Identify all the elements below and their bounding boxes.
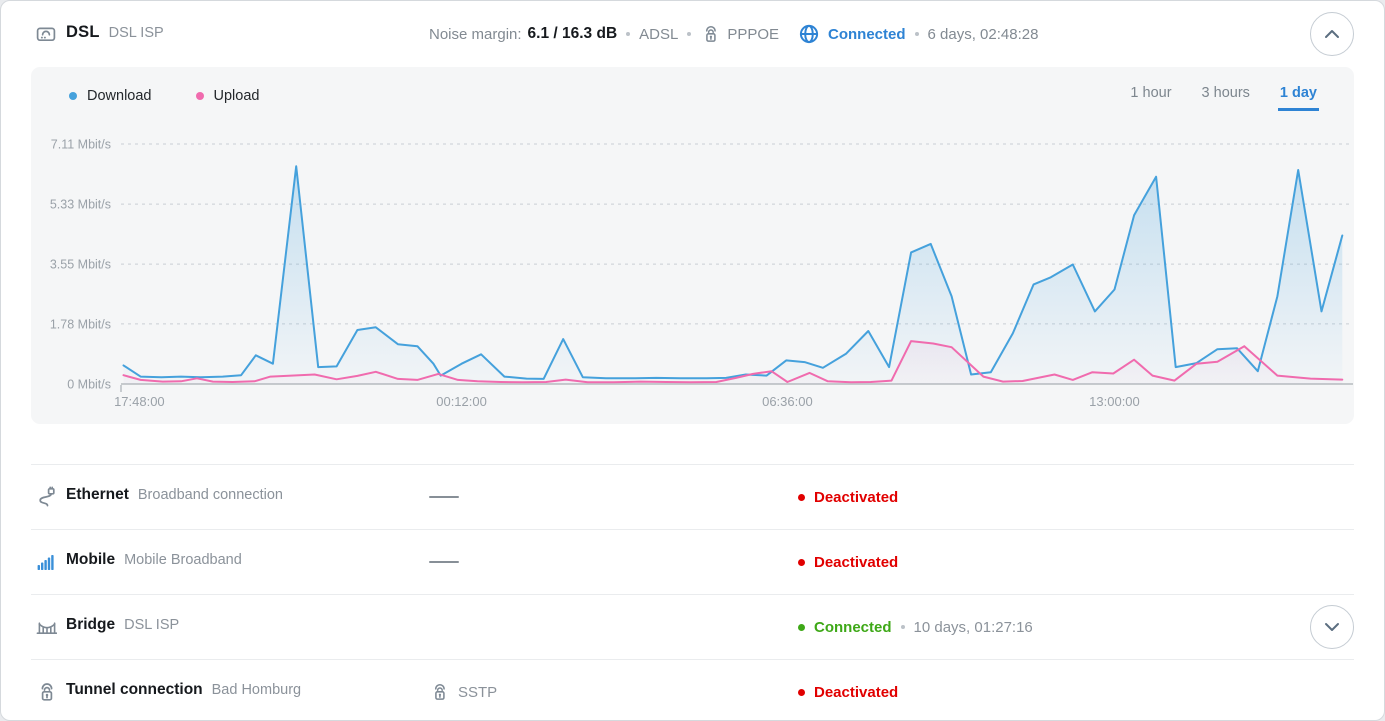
noise-margin-value: 6.1 / 16.3 dB	[527, 25, 618, 42]
row-name: Mobile	[66, 551, 116, 568]
connection-row-mobile[interactable]: Mobile Mobile Broadband Deactivated	[31, 529, 1354, 594]
chart-legend: Download Upload	[69, 88, 259, 104]
x-axis-labels: 17:48:00 00:12:00 06:36:00 13:00:00	[114, 394, 1140, 409]
download-legend-dot	[69, 92, 77, 100]
svg-text:0 Mbit/s: 0 Mbit/s	[67, 378, 111, 392]
empty-value-dash	[429, 496, 459, 498]
row-subtitle: Broadband connection	[137, 487, 283, 503]
status-cell: Connected 10 days, 01:27:16	[798, 619, 1306, 636]
svg-text:17:48:00: 17:48:00	[114, 394, 165, 409]
traffic-chart-canvas: 7.11 Mbit/s 5.33 Mbit/s 3.55 Mbit/s 1.78 Mb…	[50, 138, 1353, 409]
range-tab-3-hours[interactable]: 3 hours	[1201, 85, 1250, 101]
connection-row-bridge[interactable]: Bridge DSL ISP Connected 10 days, 01:27:…	[31, 594, 1354, 659]
svg-text:5.33 Mbit/s: 5.33 Mbit/s	[50, 198, 111, 212]
row-subtitle: DSL ISP	[124, 617, 180, 633]
chevron-down-icon	[1325, 623, 1339, 631]
bridge-icon	[35, 616, 57, 638]
dot-separator	[900, 625, 905, 629]
row-subtitle: Bad Homburg	[211, 682, 302, 698]
status-text: Deactivated	[814, 488, 899, 506]
svg-text:06:36:00: 06:36:00	[762, 394, 813, 409]
svg-text:7.11 Mbit/s: 7.11 Mbit/s	[51, 138, 111, 152]
status-cell: Deactivated	[798, 684, 1306, 701]
line-mode: ADSL	[639, 25, 679, 43]
noise-margin-label: Noise margin:	[429, 25, 522, 43]
status-text: Deactivated	[814, 683, 899, 701]
line-download	[122, 165, 1344, 380]
sstp-lock-icon	[429, 682, 449, 702]
dsl-header-row[interactable]: DSL DSL ISP Noise margin: 6.1 / 16.3 dB …	[31, 1, 1354, 67]
uptime-label: 6 days, 02:48:28	[927, 25, 1039, 43]
row-uptime: 10 days, 01:27:16	[913, 618, 1033, 636]
mobile-signal-icon	[35, 551, 57, 573]
connection-title: DSL	[66, 23, 100, 41]
svg-text:13:00:00: 13:00:00	[1089, 394, 1140, 409]
dot-separator	[914, 32, 919, 36]
row-name: Tunnel connection	[66, 681, 203, 698]
dsl-line-info: Noise margin: 6.1 / 16.3 dB ADSL PPPOE	[429, 24, 798, 44]
status-connected-label: Connected	[828, 25, 906, 43]
expand-bridge-button[interactable]	[1310, 605, 1354, 649]
status-text: Connected	[814, 618, 892, 636]
range-tab-1-hour[interactable]: 1 hour	[1130, 85, 1172, 101]
connection-list: Ethernet Broadband connection Deactivate…	[1, 464, 1384, 720]
svg-text:3.55 Mbit/s: 3.55 Mbit/s	[50, 258, 111, 272]
globe-icon	[798, 23, 820, 45]
row-subtitle: Mobile Broadband	[124, 552, 242, 568]
line-upload	[122, 340, 1344, 384]
upload-legend-dot	[195, 92, 204, 100]
row-name: Bridge	[66, 616, 116, 633]
dot-separator	[626, 32, 631, 36]
chevron-up-icon	[1325, 30, 1339, 38]
tunnel-lock-icon	[35, 681, 57, 703]
connection-row-ethernet[interactable]: Ethernet Broadband connection Deactivate…	[31, 464, 1354, 529]
connection-subtitle: DSL ISP	[108, 25, 164, 41]
tunnel-lock-icon	[700, 24, 720, 44]
upload-legend-label: Upload	[213, 88, 260, 104]
status-text: Deactivated	[814, 553, 899, 571]
svg-text:00:12:00: 00:12:00	[436, 394, 487, 409]
status-cell: Deactivated	[798, 489, 1306, 506]
legend-item-upload[interactable]: Upload	[195, 88, 260, 104]
dsl-modem-icon	[35, 23, 57, 45]
status-dot-green	[798, 623, 805, 631]
row-name: Ethernet	[66, 486, 129, 503]
range-tab-1-day[interactable]: 1 day	[1277, 81, 1319, 111]
download-legend-label: Download	[87, 88, 152, 104]
legend-item-download[interactable]: Download	[69, 88, 152, 104]
protocol-label: PPPOE	[727, 25, 780, 43]
area-upload	[123, 341, 1343, 384]
dsl-status: Connected 6 days, 02:48:28	[798, 23, 1306, 45]
time-range-tabs: 1 hour 3 hours 1 day	[1128, 81, 1319, 111]
connection-row-tunnel[interactable]: Tunnel connection Bad Homburg SSTP	[31, 659, 1354, 720]
status-dot-red	[798, 688, 805, 696]
area-download	[123, 166, 1343, 384]
status-dot-red	[798, 493, 805, 501]
dot-separator	[687, 32, 692, 36]
ethernet-icon	[35, 486, 57, 508]
collapse-button[interactable]	[1310, 12, 1354, 56]
status-cell: Deactivated	[798, 554, 1306, 571]
empty-value-dash	[429, 561, 459, 563]
tunnel-protocol: SSTP	[458, 683, 498, 701]
traffic-chart-panel: Download Upload 1 hour 3 hours 1 day 7.1…	[31, 67, 1354, 424]
svg-text:1.78 Mbit/s: 1.78 Mbit/s	[50, 317, 111, 331]
status-dot-red	[798, 558, 805, 566]
